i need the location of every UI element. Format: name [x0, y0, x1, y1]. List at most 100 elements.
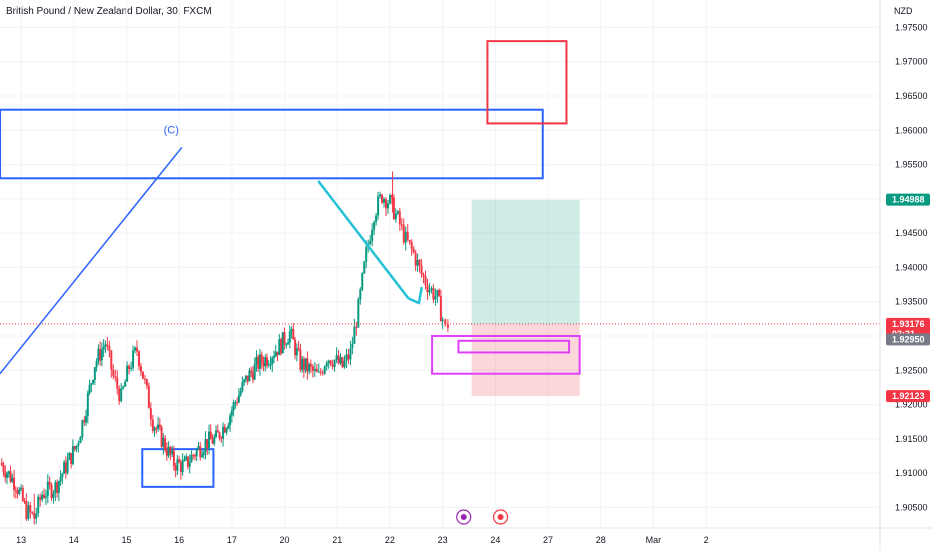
candle [213, 433, 216, 447]
candle-body [186, 456, 189, 467]
candle-body [6, 473, 9, 478]
candle-body [16, 490, 19, 494]
candle-body [430, 288, 433, 290]
candle [428, 283, 431, 296]
candle [357, 297, 360, 328]
candle [132, 345, 135, 371]
candle-body [234, 402, 237, 404]
candle [39, 493, 42, 507]
candle [149, 402, 152, 427]
candle [85, 409, 88, 427]
candle-body [176, 459, 179, 471]
candle-body [143, 378, 146, 380]
candle-body [54, 482, 57, 494]
candle [81, 419, 84, 441]
candle-body [243, 379, 246, 383]
price-tag-label: 1.93176 [892, 319, 925, 329]
y-tick-label: 1.91500 [895, 434, 928, 444]
candle-body [44, 496, 47, 498]
candle-body [271, 357, 274, 365]
candle-body [215, 430, 218, 437]
candle [100, 342, 103, 367]
candle [250, 366, 253, 378]
candle-body [0, 462, 3, 466]
candle [319, 367, 322, 376]
candle [371, 223, 374, 247]
blue-demand-zone [141, 448, 215, 488]
candle [208, 424, 211, 455]
candle-body [365, 247, 368, 262]
candle [404, 226, 407, 251]
candle-body [264, 357, 267, 367]
candle [377, 191, 380, 220]
y-tick-label: 1.90500 [895, 502, 928, 512]
candle-body [172, 450, 175, 467]
candle-body [13, 477, 16, 490]
candle [274, 344, 277, 358]
candle-body [183, 459, 186, 461]
candle [116, 370, 119, 395]
candle-body [199, 446, 202, 458]
candle [267, 360, 270, 368]
y-tick-label: 1.94500 [895, 228, 928, 238]
candle [11, 473, 14, 484]
candle [178, 456, 181, 464]
candle-body [257, 356, 260, 369]
candle-body [394, 213, 397, 220]
candle [90, 382, 93, 393]
candle [271, 356, 274, 373]
candle [73, 445, 76, 452]
candle [66, 452, 69, 475]
candle-body [386, 203, 389, 209]
candle-body [309, 364, 312, 367]
candle-body [301, 358, 304, 370]
candle-body [262, 362, 265, 367]
candle-body [306, 358, 309, 372]
candle-body [157, 424, 160, 429]
candle [234, 400, 237, 409]
candle [273, 350, 276, 364]
candle-body [225, 428, 228, 433]
candle [176, 454, 179, 475]
candle [153, 426, 156, 437]
candle [436, 289, 439, 304]
candle-body [114, 376, 117, 378]
candle-body [299, 349, 302, 370]
y-tick-label: 1.96500 [895, 91, 928, 101]
candle [164, 435, 167, 453]
candle [162, 433, 165, 455]
candle [18, 486, 21, 496]
candle-body [43, 494, 46, 498]
candle-body [128, 365, 131, 369]
candle-body [167, 446, 170, 456]
candle-body [444, 319, 447, 325]
candle [13, 469, 16, 498]
candle [185, 453, 188, 462]
candle-body [206, 439, 209, 449]
candle-body [236, 402, 239, 404]
candle [223, 423, 226, 434]
candle [218, 431, 221, 441]
candle-body [241, 382, 244, 391]
candle [106, 336, 109, 351]
candle [52, 490, 55, 504]
candle [50, 482, 53, 501]
candle [0, 458, 3, 467]
candle-body [283, 332, 286, 345]
candle-body [229, 415, 232, 426]
candle [269, 356, 272, 370]
candle [285, 342, 288, 349]
candle-body [359, 289, 362, 300]
candle [4, 465, 7, 483]
candle [195, 447, 198, 462]
candle [432, 284, 435, 303]
candle-body [75, 445, 78, 450]
candle [341, 356, 344, 369]
flag-icon [492, 509, 509, 525]
price-tag-bg [886, 333, 930, 346]
candle [158, 417, 161, 431]
candle [25, 493, 28, 521]
candle [306, 351, 309, 380]
candle [172, 445, 175, 471]
